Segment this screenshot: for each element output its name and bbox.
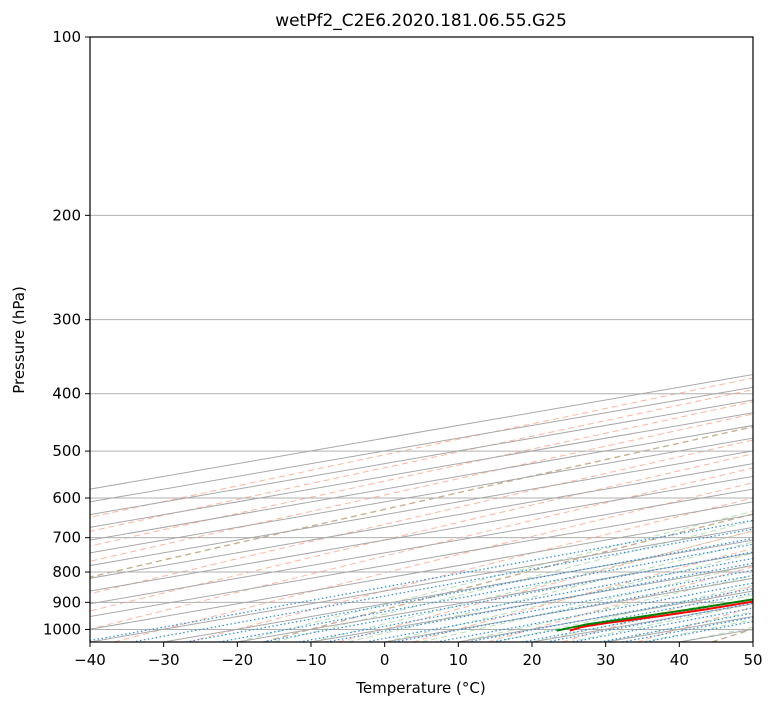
- y-tick-label: 200: [52, 206, 81, 224]
- dry-adiabat-line: [90, 467, 753, 630]
- chart-title: wetPf2_C2E6.2020.181.06.55.G25: [275, 11, 567, 31]
- x-tick-label: 10: [449, 651, 468, 669]
- mixing-ratio-line: [365, 569, 753, 642]
- y-tick-label: 100: [52, 28, 81, 46]
- dry-adiabat-line: [90, 426, 753, 578]
- x-axis: −40 −30 −20 −10 0 10 20 30 40 50: [74, 642, 763, 669]
- y-tick-label: 900: [52, 593, 81, 611]
- x-tick-label: 50: [743, 651, 762, 669]
- x-axis-label: Temperature (°C): [355, 679, 485, 697]
- dry-adiabat-line: [90, 453, 753, 612]
- plot-layer: -100-90-80-70-60-50-40-30-20-10010203040…: [90, 37, 753, 642]
- x-tick-label: 0: [380, 651, 390, 669]
- x-tick-label: 20: [522, 651, 541, 669]
- mixing-ratio-line: [394, 574, 753, 642]
- isotherm-line: [90, 526, 753, 642]
- mixing-ratio-line: [131, 528, 753, 642]
- y-tick-label: 500: [52, 442, 81, 460]
- y-tick-label: 600: [52, 489, 81, 507]
- x-tick-label: −30: [148, 651, 180, 669]
- isotherm-line: [90, 514, 753, 630]
- mixing-ratio-line: [325, 562, 753, 642]
- mixing-ratio-line: [262, 551, 753, 642]
- dry-adiabat-line: [188, 497, 753, 642]
- isotherm-line: [90, 501, 753, 618]
- y-axis-label: Pressure (hPa): [10, 286, 28, 394]
- x-tick-label: −20: [222, 651, 254, 669]
- isotherm-line: [163, 539, 753, 642]
- y-tick-label: 1000: [43, 620, 81, 638]
- isotherm-line: [90, 437, 753, 554]
- isotherm-line: [90, 475, 753, 592]
- temperature-line: [569, 600, 753, 632]
- x-tick-label: −40: [74, 651, 106, 669]
- mixing-ratio-line: [436, 582, 753, 642]
- isotherm-line: [90, 450, 753, 567]
- dry-adiabat-line: [487, 566, 753, 642]
- pressure-gridlines: [90, 37, 753, 630]
- y-tick-label: 400: [52, 385, 81, 403]
- moist-adiabat-line: [237, 510, 753, 642]
- moist-adiabat-line: [458, 575, 753, 642]
- mixing-ratio-lines: [90, 519, 753, 642]
- x-tick-label: 30: [596, 651, 615, 669]
- dry-adiabat-line: [90, 389, 753, 532]
- isotherm-line: [90, 488, 753, 605]
- skewed-isotherms: [90, 373, 753, 642]
- dry-adiabat-line: [412, 547, 753, 642]
- isotherm-line: [90, 463, 753, 579]
- y-tick-label: 800: [52, 563, 81, 581]
- sounding-series: [556, 598, 753, 632]
- plot-area: [90, 37, 753, 642]
- dry-adiabat-line: [263, 513, 753, 642]
- x-tick-label: −10: [295, 651, 327, 669]
- plot-frame: [89, 36, 754, 643]
- moist-adiabat-line: [531, 594, 753, 642]
- dry-adiabat-line: [90, 377, 753, 518]
- x-tick-label: 40: [670, 651, 689, 669]
- moist-adiabat-line: [274, 520, 753, 642]
- y-axis: 100 200 300 400 500 600 700 800 900 1000: [43, 28, 90, 638]
- y-tick-label: 700: [52, 529, 81, 547]
- y-tick-label: 300: [52, 311, 81, 329]
